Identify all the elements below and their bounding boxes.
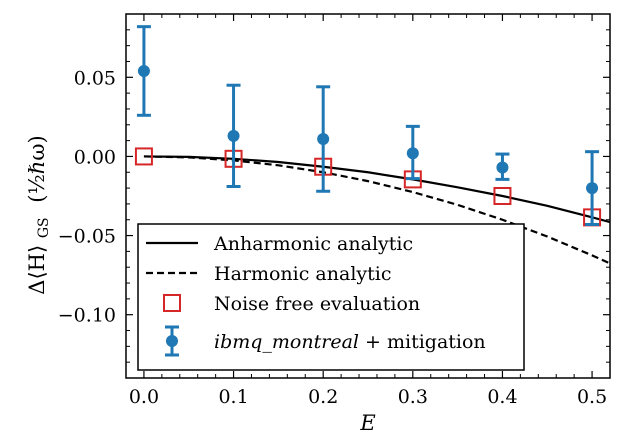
legend-label: Noise free evaluation: [214, 293, 420, 315]
y-axis-label-unit: (½ℏω): [25, 135, 49, 202]
y-axis-label-sub: GS: [36, 217, 52, 238]
noise-free-point: [134, 147, 153, 166]
legend-box: [137, 223, 525, 371]
series-line-anharmonic: [143, 155, 610, 224]
y-tick-label: 0.00: [74, 146, 116, 168]
y-tick-label: −0.10: [58, 305, 116, 327]
y-axis-label: Δ⟨H⟩ GS (½ℏω): [25, 135, 53, 294]
measured-point: [227, 129, 240, 142]
measured-point: [586, 182, 599, 195]
axes-layer: 0.0 0.1 0.2 0.3 0.4 0.5 0.05 0.00 −0.05 −0.10: [58, 13, 611, 408]
x-tick-label: 0.2: [308, 386, 338, 408]
x-tick-label: 0.4: [487, 386, 517, 408]
data-layer: [134, 25, 610, 265]
measured-point: [317, 133, 330, 146]
legend-symbol-square: [163, 294, 181, 312]
y-axis-label-main: Δ⟨H⟩: [25, 245, 49, 295]
x-tick-label: 0.3: [398, 386, 428, 408]
legend-label: ibmq_montreal + mitigation: [214, 331, 486, 353]
y-tick-label: 0.05: [74, 67, 116, 89]
legend-symbol-circle: [166, 335, 178, 347]
y-tick-label: −0.05: [58, 226, 116, 248]
legend-label: Anharmonic analytic: [213, 233, 413, 255]
legend-label: Harmonic analytic: [214, 263, 392, 285]
measured-point: [137, 64, 150, 77]
plot-frame: [125, 13, 611, 379]
svg-text:Δ⟨H⟩ GS (½ℏω): Δ⟨H⟩ GS (½ℏω): [25, 135, 53, 294]
measured-point: [496, 161, 509, 174]
noise-free-point: [493, 187, 512, 205]
x-tick-label: 0.0: [129, 386, 159, 408]
x-axis-label: E: [359, 411, 375, 435]
x-tick-label: 0.1: [218, 386, 248, 408]
measured-point: [406, 147, 419, 160]
x-tick-label: 0.5: [577, 386, 607, 408]
legend: Anharmonic analytic Harmonic analytic Nois…: [137, 223, 525, 371]
